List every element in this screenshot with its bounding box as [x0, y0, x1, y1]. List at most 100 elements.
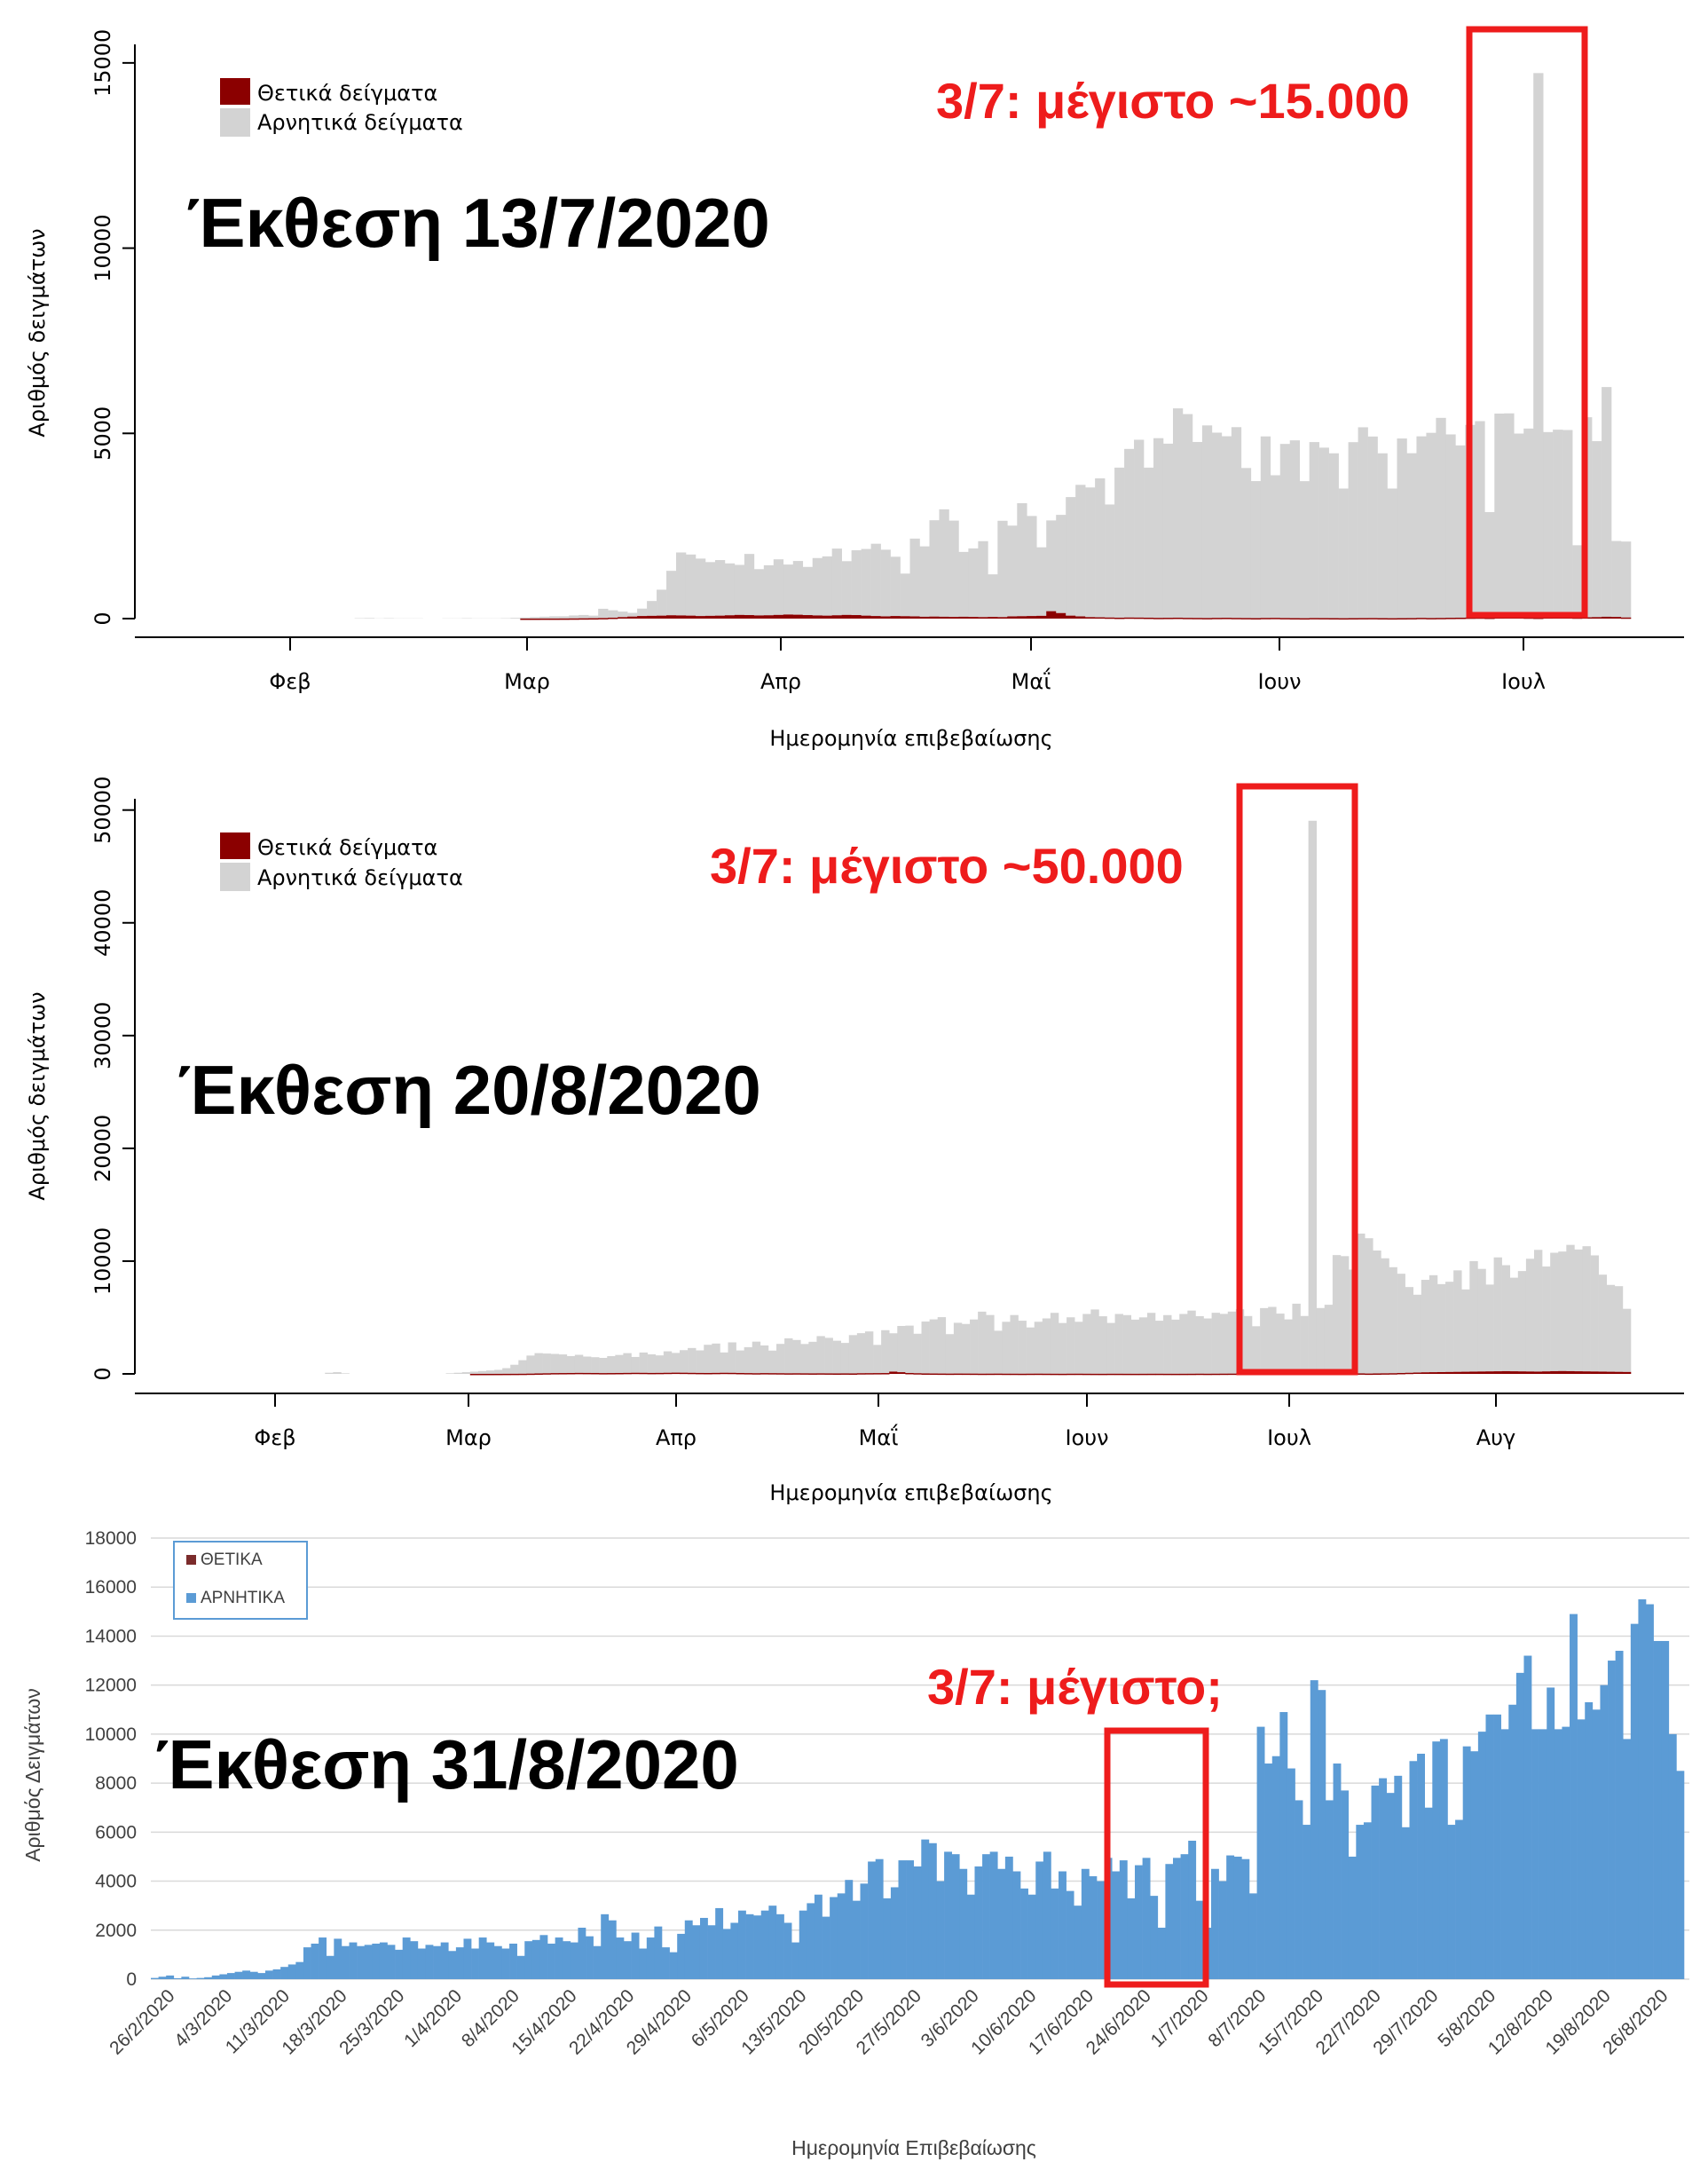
- negative-bar: [1287, 1768, 1295, 1979]
- negative-bar: [1241, 1858, 1250, 1979]
- negative-bar: [861, 548, 871, 616]
- positive-bar: [792, 614, 804, 619]
- negative-bar: [994, 1330, 1003, 1374]
- negative-bar: [864, 1331, 874, 1374]
- negative-bar: [1250, 481, 1262, 619]
- positive-bar: [921, 1373, 930, 1375]
- negative-bar: [1475, 421, 1485, 618]
- positive-bar: [1082, 1373, 1091, 1376]
- negative-bar: [1426, 432, 1436, 619]
- negative-bar: [607, 1355, 616, 1374]
- positive-bar: [1153, 618, 1164, 619]
- negative-bar: [1173, 1858, 1181, 1979]
- x-tick-label: Ιουν: [1065, 1425, 1108, 1450]
- positive-bar: [477, 1373, 487, 1376]
- negative-bar: [593, 1945, 602, 1979]
- negative-bar: [671, 1353, 681, 1373]
- negative-bar: [1572, 545, 1583, 618]
- negative-bar: [463, 1938, 472, 1979]
- positive-bar: [881, 1373, 890, 1375]
- negative-bar: [707, 1925, 716, 1979]
- negative-bar: [1614, 1286, 1624, 1372]
- negative-bar: [520, 617, 531, 619]
- negative-bar: [319, 1937, 327, 1979]
- negative-bar: [776, 1344, 785, 1374]
- positive-bar: [1566, 1370, 1575, 1374]
- negative-bar: [1356, 1825, 1365, 1979]
- negative-bar: [1066, 497, 1076, 616]
- negative-bar: [1493, 1714, 1501, 1979]
- negative-bar: [173, 1977, 182, 1979]
- negative-bar: [1582, 1246, 1591, 1372]
- negative-bar: [364, 1945, 373, 1979]
- positive-bar: [1477, 1371, 1486, 1374]
- negative-bar: [657, 589, 667, 616]
- negative-bar: [524, 1941, 533, 1979]
- negative-bar: [303, 1947, 311, 1979]
- chart-2-legend-positive: Θετικά δείγματα: [257, 835, 437, 860]
- negative-bar: [1127, 1898, 1136, 1979]
- negative-bar: [936, 1881, 945, 1979]
- negative-bar: [1211, 432, 1223, 619]
- negative-bar: [1182, 414, 1193, 619]
- negative-bar: [897, 1326, 906, 1373]
- positive-bar: [1027, 616, 1037, 619]
- positive-bar: [647, 1372, 657, 1375]
- positive-bar: [1622, 1371, 1632, 1374]
- negative-bar: [1363, 1822, 1372, 1979]
- negative-bar: [692, 1925, 701, 1979]
- negative-bar: [1308, 820, 1317, 1374]
- positive-bar: [623, 1372, 632, 1375]
- negative-bar: [204, 1977, 213, 1979]
- positive-bar: [1114, 1373, 1123, 1376]
- negative-bar: [631, 1932, 640, 1979]
- negative-bar: [334, 1938, 342, 1979]
- chart-2-highlight-box: [1236, 783, 1358, 1376]
- negative-bar: [880, 549, 891, 617]
- negative-bar: [840, 1343, 850, 1374]
- positive-bar: [937, 1373, 947, 1376]
- negative-bar: [1051, 1888, 1059, 1979]
- negative-bar: [1082, 1314, 1091, 1374]
- positive-bar: [1517, 1371, 1527, 1374]
- negative-bar: [883, 1898, 892, 1979]
- negative-bar: [357, 1945, 366, 1979]
- positive-bar: [1058, 1373, 1067, 1376]
- positive-bar: [856, 1373, 866, 1375]
- positive-bar: [680, 1372, 689, 1375]
- positive-bar: [873, 1373, 882, 1375]
- positive-bar: [608, 617, 618, 619]
- negative-bar: [986, 1314, 995, 1374]
- negative-bar: [1531, 1729, 1539, 1979]
- negative-bar: [1172, 408, 1184, 618]
- positive-bar: [880, 616, 891, 619]
- positive-bar: [1056, 612, 1067, 619]
- negative-bar: [997, 1868, 1006, 1979]
- negative-bar: [1219, 1314, 1229, 1374]
- positive-bar: [657, 615, 667, 619]
- negative-bar: [1318, 1690, 1326, 1979]
- positive-bar: [1155, 1373, 1164, 1376]
- negative-bar: [1509, 1277, 1519, 1372]
- negative-bar: [845, 1880, 854, 1979]
- negative-bar: [563, 1941, 571, 1979]
- positive-bar: [1075, 616, 1086, 619]
- positive-bar: [518, 1373, 527, 1376]
- negative-bar: [582, 1356, 592, 1373]
- y-tick-label: 10000: [91, 1227, 115, 1295]
- chart-1-yticks: 0 5000 10000 15000: [91, 29, 135, 626]
- negative-bar: [783, 564, 794, 615]
- negative-bar: [1090, 1309, 1099, 1374]
- positive-bar: [663, 1372, 673, 1375]
- positive-bar: [1429, 1372, 1438, 1374]
- positive-bar: [1582, 1371, 1591, 1374]
- chart-3-legend-positive: ΘΕΤΙΚΑ: [201, 1550, 263, 1569]
- negative-bar: [1514, 433, 1524, 618]
- negative-bar: [1066, 1890, 1074, 1979]
- x-tick-label: Μαΐ: [1011, 667, 1051, 694]
- y-tick-label: 6000: [95, 1822, 137, 1842]
- negative-bar: [502, 1368, 511, 1374]
- positive-bar: [1328, 618, 1339, 619]
- negative-bar: [937, 1317, 947, 1374]
- negative-bar: [1611, 540, 1622, 618]
